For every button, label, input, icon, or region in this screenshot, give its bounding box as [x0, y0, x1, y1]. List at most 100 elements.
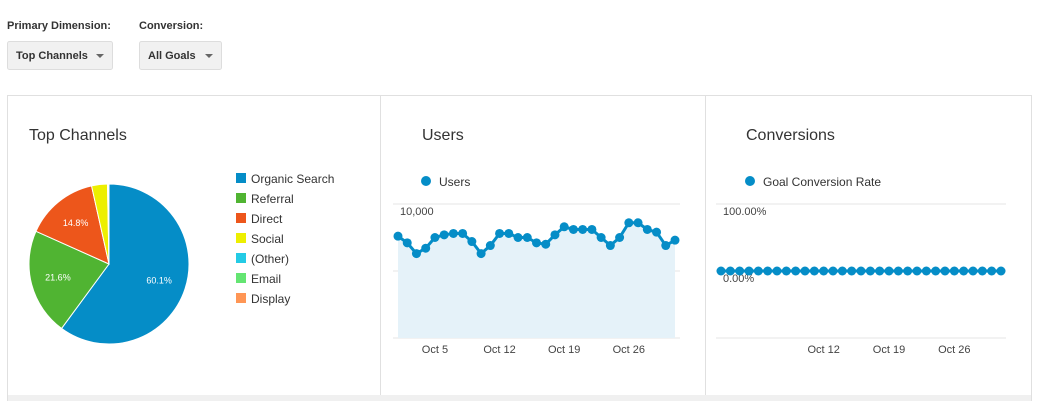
point	[875, 266, 885, 276]
point	[977, 266, 987, 276]
point	[716, 266, 726, 276]
legend-label: Social	[251, 232, 284, 246]
panel-footer	[8, 395, 1031, 401]
legend-swatch	[236, 233, 246, 243]
legend-swatch	[236, 273, 246, 283]
point	[987, 266, 997, 276]
point	[735, 266, 745, 276]
point	[847, 266, 857, 276]
point	[495, 228, 505, 238]
x-tick-label: Oct 5	[422, 344, 448, 356]
point	[458, 228, 468, 238]
point	[402, 238, 412, 248]
legend-swatch	[236, 253, 246, 263]
x-tick-label: Oct 19	[873, 344, 905, 356]
point	[485, 241, 495, 251]
point	[578, 224, 588, 234]
legend-swatch	[236, 193, 246, 203]
point	[661, 241, 671, 251]
x-tick-label: Oct 26	[613, 344, 645, 356]
legend-marker	[745, 176, 755, 186]
legend-swatch	[236, 293, 246, 303]
point	[568, 224, 578, 234]
pie-slice	[60, 183, 190, 345]
point	[550, 230, 560, 240]
point	[968, 266, 978, 276]
point	[633, 218, 643, 228]
point	[996, 266, 1006, 276]
point	[605, 241, 615, 251]
y-tick-label: 0.00%	[723, 273, 754, 285]
point	[828, 266, 838, 276]
point	[884, 266, 894, 276]
point	[959, 266, 969, 276]
x-tick-label: Oct 26	[938, 344, 970, 356]
point	[809, 266, 819, 276]
dropdown-value[interactable]: All Goals	[148, 50, 196, 62]
point	[476, 249, 486, 259]
control-label: Primary Dimension:	[7, 20, 111, 32]
pie-slice	[35, 185, 110, 265]
point	[652, 227, 662, 237]
point	[940, 266, 950, 276]
legend-label: Email	[251, 272, 281, 286]
point	[411, 249, 421, 259]
point	[587, 224, 597, 234]
point	[781, 266, 791, 276]
point	[856, 266, 866, 276]
point	[642, 224, 652, 234]
point	[921, 266, 931, 276]
point	[837, 266, 847, 276]
charts: Top Channels 60.1% Organic Search 21.6% Refe…	[28, 127, 1006, 356]
legend-label: (Other)	[251, 252, 289, 266]
point	[559, 222, 569, 232]
point	[819, 266, 829, 276]
slice-label: 14.8%	[63, 218, 89, 228]
dropdown-value[interactable]: Top Channels	[16, 50, 88, 62]
y-tick-label: 100.00%	[723, 206, 767, 218]
dropdown-box[interactable]	[7, 41, 113, 70]
chart-title: Top Channels	[29, 127, 127, 144]
dropdown-arrow[interactable]	[96, 54, 104, 58]
point	[763, 266, 773, 276]
dropdown[interactable]: Top Channels	[7, 41, 113, 70]
x-tick-label: Oct 12	[483, 344, 515, 356]
legend-swatch	[236, 173, 246, 183]
point	[541, 239, 551, 249]
point	[448, 228, 458, 238]
point	[744, 266, 754, 276]
legend-label: Organic Search	[251, 172, 334, 186]
chart-title: Users	[422, 127, 464, 144]
point	[504, 228, 514, 238]
point	[791, 266, 801, 276]
dropdown-box[interactable]	[139, 41, 222, 70]
legend-label: Users	[439, 175, 470, 189]
point	[931, 266, 941, 276]
x-tick-label: Oct 19	[548, 344, 580, 356]
legend-label: Display	[251, 292, 290, 306]
point	[893, 266, 903, 276]
point	[949, 266, 959, 276]
point	[421, 243, 431, 253]
slice-label: 60.1%	[146, 275, 172, 285]
area	[398, 222, 675, 338]
point	[615, 233, 625, 242]
dropdown[interactable]: All Goals	[139, 41, 222, 70]
y-tick-label: 10,000	[400, 206, 434, 218]
point	[800, 266, 810, 276]
legend-label: Goal Conversion Rate	[763, 175, 881, 189]
point	[439, 230, 449, 240]
point	[467, 237, 477, 247]
dropdown-arrow[interactable]	[205, 54, 213, 58]
point	[532, 238, 541, 248]
point	[596, 233, 606, 242]
point	[903, 266, 913, 276]
point	[772, 266, 782, 276]
point	[865, 266, 875, 276]
legend-swatch	[236, 213, 246, 223]
pie-slice	[107, 183, 110, 265]
point	[393, 231, 403, 241]
control-label: Conversion:	[139, 20, 203, 32]
point	[624, 218, 634, 228]
